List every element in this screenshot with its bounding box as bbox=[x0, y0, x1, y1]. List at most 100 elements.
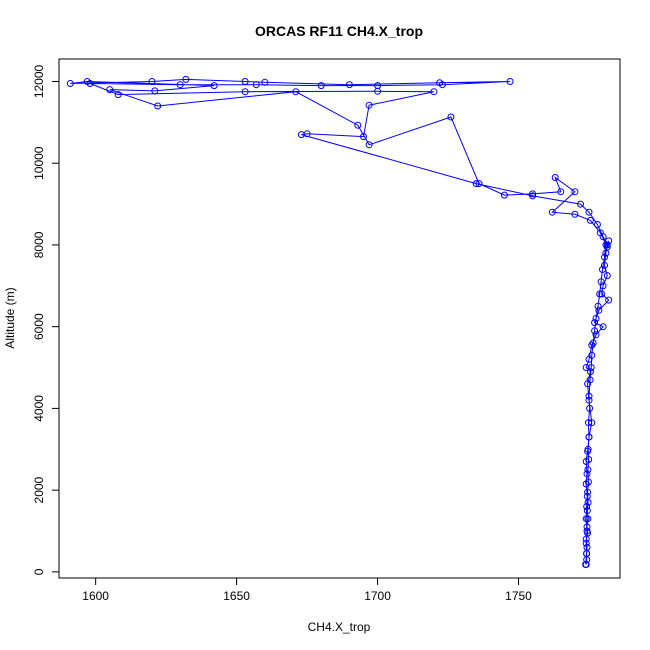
x-tick-label: 1750 bbox=[505, 589, 532, 603]
series-line bbox=[70, 78, 610, 565]
data-point bbox=[472, 180, 480, 188]
data-point bbox=[584, 488, 592, 496]
y-tick-label: 6000 bbox=[32, 313, 46, 340]
x-tick-label: 1600 bbox=[82, 589, 109, 603]
data-point bbox=[176, 81, 184, 89]
data-point bbox=[106, 86, 114, 94]
data-point bbox=[577, 200, 584, 208]
x-axis-label: CH4.X_trop bbox=[308, 620, 371, 634]
data-point bbox=[430, 88, 438, 96]
y-tick-label: 0 bbox=[32, 568, 46, 575]
data-point bbox=[297, 131, 305, 139]
data-point bbox=[599, 323, 607, 331]
y-tick-label: 8000 bbox=[32, 231, 46, 258]
data-point bbox=[602, 249, 610, 257]
data-point bbox=[571, 188, 579, 196]
data-point bbox=[583, 507, 591, 515]
data-point bbox=[594, 302, 602, 310]
data-point bbox=[601, 261, 608, 269]
data-point bbox=[506, 78, 514, 85]
data-point bbox=[148, 78, 156, 85]
y-tick-label: 12000 bbox=[32, 64, 46, 98]
data-point bbox=[261, 78, 269, 86]
data-point bbox=[529, 190, 537, 198]
data-point bbox=[571, 210, 579, 218]
data-point bbox=[591, 319, 599, 327]
data-point bbox=[182, 75, 190, 83]
data-point bbox=[601, 253, 608, 261]
data-point bbox=[292, 88, 300, 96]
data-point bbox=[592, 331, 600, 339]
data-point bbox=[582, 515, 590, 523]
data-point bbox=[114, 91, 122, 99]
data-point bbox=[584, 478, 592, 486]
data-point bbox=[585, 355, 593, 363]
data-point bbox=[599, 282, 607, 290]
y-axis: 0 2000 4000 6000 8000 10000 12000 bbox=[32, 64, 60, 575]
data-point bbox=[241, 88, 249, 96]
plot-frame bbox=[58, 58, 621, 579]
data-point bbox=[583, 492, 591, 500]
data-point bbox=[447, 113, 455, 121]
data-point bbox=[584, 380, 592, 388]
data-point bbox=[596, 290, 604, 298]
data-point bbox=[605, 296, 613, 304]
data-point bbox=[599, 233, 607, 241]
data-point bbox=[365, 101, 373, 109]
data-point bbox=[592, 315, 600, 322]
data-point bbox=[584, 447, 592, 455]
data-point bbox=[586, 216, 594, 224]
data-point bbox=[154, 102, 162, 110]
data-point bbox=[588, 341, 596, 349]
x-axis: 1600 1650 1700 1750 bbox=[82, 577, 532, 603]
data-point bbox=[582, 561, 590, 568]
data-point bbox=[597, 278, 605, 286]
data-point bbox=[603, 241, 611, 249]
data-point bbox=[598, 290, 606, 298]
data-point bbox=[584, 466, 592, 474]
y-tick-label: 4000 bbox=[32, 395, 46, 422]
data-point bbox=[585, 396, 593, 404]
data-point bbox=[593, 221, 601, 228]
data-point bbox=[585, 208, 593, 216]
data-point bbox=[557, 188, 565, 196]
data-point bbox=[241, 78, 249, 85]
data-point bbox=[475, 180, 483, 188]
data-point bbox=[365, 141, 373, 149]
data-point bbox=[551, 174, 559, 181]
data-point bbox=[582, 458, 590, 465]
y-axis-label: Altitude (m) bbox=[3, 287, 17, 348]
data-point bbox=[585, 392, 593, 400]
data-point bbox=[345, 81, 353, 89]
data-point bbox=[529, 192, 537, 200]
data-point bbox=[603, 272, 611, 280]
data-point bbox=[374, 87, 382, 95]
data-point bbox=[500, 191, 508, 199]
data-point bbox=[438, 81, 446, 89]
data-point bbox=[583, 503, 591, 510]
data-point bbox=[582, 364, 590, 371]
data-point bbox=[586, 404, 594, 412]
data-point bbox=[584, 419, 592, 427]
data-point bbox=[599, 266, 606, 273]
data-point bbox=[587, 364, 595, 371]
data-point bbox=[317, 82, 325, 90]
data-point bbox=[582, 480, 590, 488]
x-tick-label: 1650 bbox=[223, 589, 250, 603]
data-point bbox=[583, 470, 591, 478]
data-point bbox=[66, 80, 74, 87]
data-point bbox=[210, 82, 218, 90]
data-point bbox=[252, 81, 260, 89]
data-point bbox=[151, 87, 159, 95]
data-point bbox=[354, 121, 362, 129]
chart-title: ORCAS RF11 CH4.X_trop bbox=[255, 23, 423, 39]
data-point bbox=[582, 539, 590, 547]
data-point bbox=[591, 327, 599, 335]
data-point bbox=[583, 550, 591, 557]
data-point bbox=[548, 208, 556, 216]
data-point bbox=[583, 523, 591, 531]
data-point bbox=[595, 306, 603, 314]
data-point bbox=[586, 368, 594, 376]
y-tick-label: 10000 bbox=[32, 146, 46, 180]
